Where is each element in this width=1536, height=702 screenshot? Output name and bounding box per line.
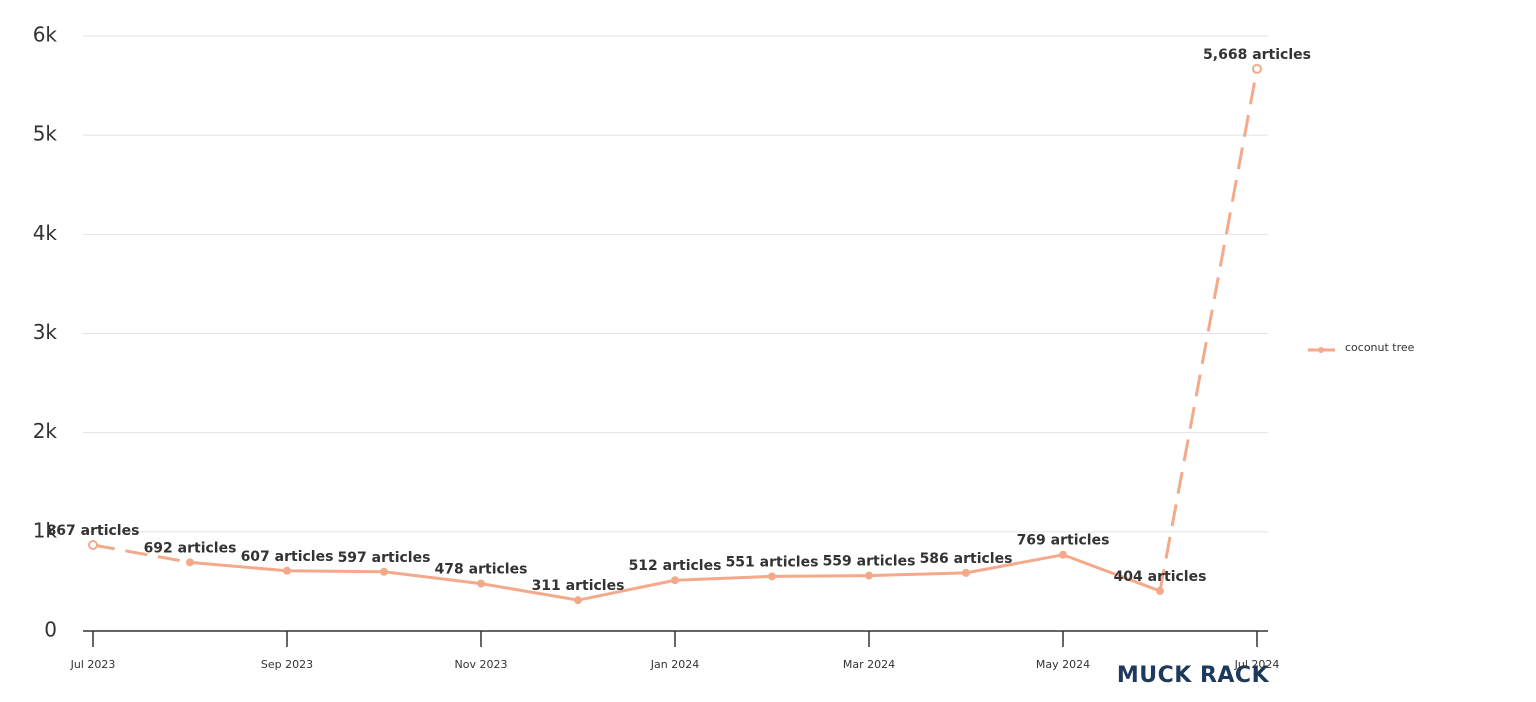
data-label: 597 articles (338, 550, 431, 566)
point (574, 596, 582, 605)
point (1252, 63, 1262, 74)
data-label: 867 articles (47, 523, 140, 539)
data-label: 586 articles (920, 551, 1013, 567)
line (92, 543, 191, 564)
data-label: 311 articles (532, 578, 625, 594)
point (477, 579, 485, 588)
y-tick-label: 4k (33, 221, 58, 245)
point (865, 571, 873, 580)
x-tick-label: May 2024 (1036, 658, 1090, 671)
x-tick-label: Jan 2024 (650, 658, 699, 671)
x-tick-label: Jul 2023 (70, 658, 116, 671)
data-label: 551 articles (726, 554, 819, 570)
data-label: 692 articles (144, 540, 237, 556)
y-tick-label: 3k (33, 320, 58, 344)
data-label: 404 articles (1114, 569, 1207, 585)
point (1059, 550, 1067, 559)
point (962, 568, 970, 577)
legend-marker (1318, 347, 1324, 353)
data-label: 559 articles (823, 554, 916, 570)
point (380, 567, 388, 576)
y-tick-label: 1k (33, 518, 58, 542)
x-tick-label: Jul 2024 (1234, 658, 1280, 671)
data-label: 607 articles (241, 549, 334, 565)
y-tick-label: 2k (33, 419, 58, 443)
legend-label: coconut tree (1345, 341, 1415, 354)
data-label: 5,668 articles (1203, 47, 1311, 63)
y-tick-label: 5k (33, 122, 58, 146)
x-tick-label: Mar 2024 (843, 658, 895, 671)
point (768, 572, 776, 581)
data-label: 769 articles (1017, 533, 1110, 549)
data-label: 478 articles (435, 562, 528, 578)
point (88, 540, 98, 551)
point (283, 566, 291, 575)
data-label: 512 articles (629, 558, 722, 574)
point (1156, 586, 1164, 595)
y-tick-label: 0 (44, 618, 57, 642)
x-tick-label: Sep 2023 (261, 658, 313, 671)
point (671, 576, 679, 585)
point (186, 558, 194, 567)
line (1158, 68, 1259, 592)
x-tick-label: Nov 2023 (455, 658, 508, 671)
watermark: MUCK RACK (1117, 663, 1270, 688)
y-tick-label: 6k (33, 23, 58, 47)
